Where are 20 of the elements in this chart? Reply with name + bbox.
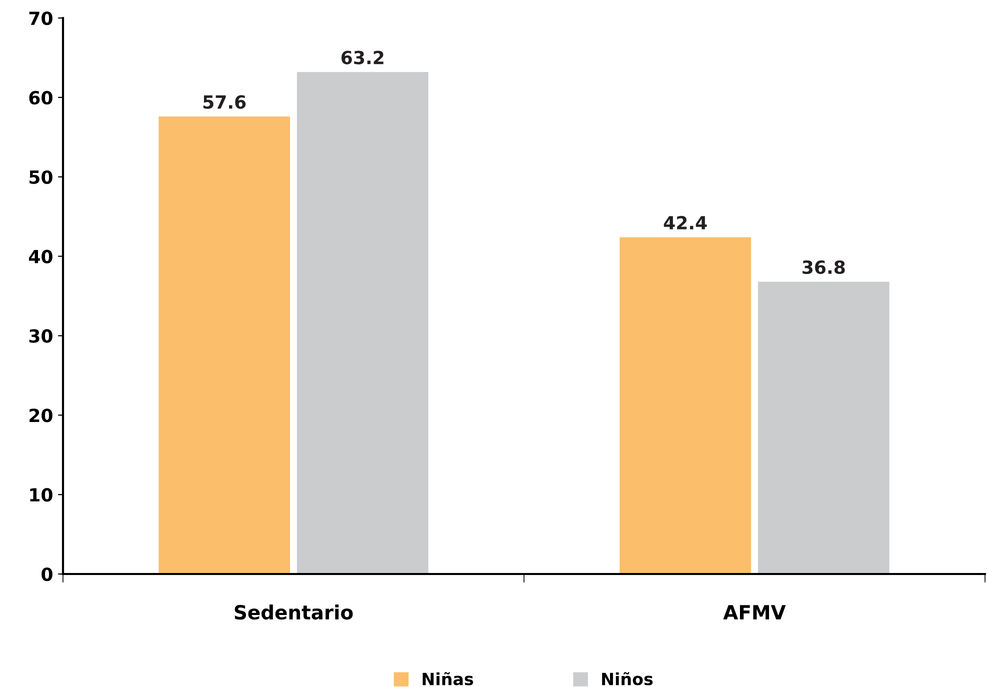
x-tick-label: AFMV (723, 605, 786, 620)
legend-label: Niñas (422, 672, 474, 686)
y-tick-label: 30 (29, 329, 52, 343)
data-label: 57.6 (203, 95, 246, 109)
data-label: 36.8 (802, 260, 845, 274)
y-tick-label: 0 (42, 567, 52, 582)
y-tick-label: 70 (29, 11, 52, 26)
data-label: 63.2 (341, 50, 384, 64)
y-tick-label: 60 (29, 90, 52, 105)
bar (620, 237, 752, 574)
legend-label: Niños (602, 672, 653, 686)
x-tick-label: Sedentario (234, 604, 353, 620)
bar (758, 282, 890, 574)
y-tick-label: 50 (30, 170, 52, 184)
y-tick-label: 40 (28, 250, 52, 264)
bar (158, 116, 290, 574)
y-tick-label: 10 (30, 488, 52, 502)
y-tick-label: 20 (30, 408, 52, 422)
bar (296, 72, 428, 574)
data-label: 42.4 (664, 216, 707, 230)
